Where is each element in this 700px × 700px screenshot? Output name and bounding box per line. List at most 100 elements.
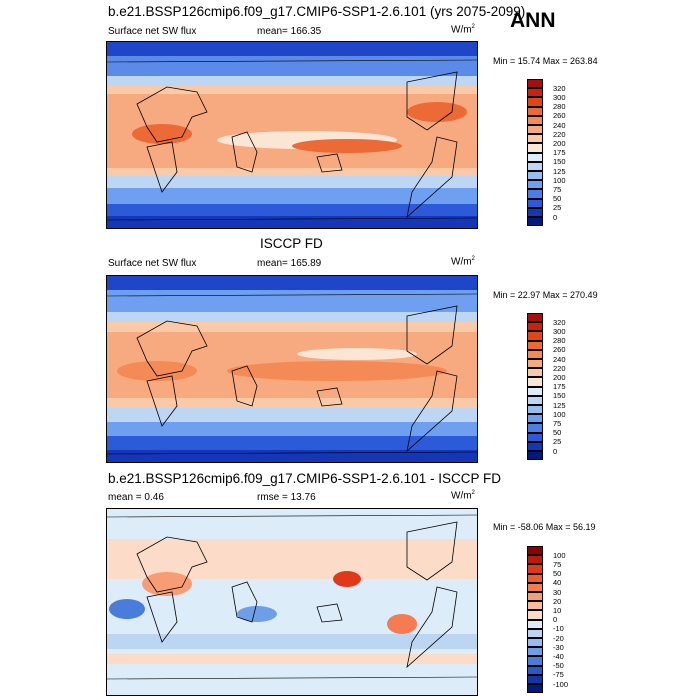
panel2-map <box>106 275 478 463</box>
colorbar-swatch <box>527 674 543 684</box>
colorbar-tick-label: 25 <box>553 437 562 447</box>
colorbar-tick-label: 50 <box>553 428 562 438</box>
panel2-mean-label: mean= 165.89 <box>257 258 322 269</box>
colorbar-tick-label: 240 <box>553 120 566 130</box>
colorbar-swatch <box>527 451 543 461</box>
colorbar-tick-label: 220 <box>553 363 566 373</box>
colorbar-tick-label: 20 <box>553 596 562 606</box>
colorbar-tick-label: 75 <box>553 418 562 428</box>
colorbar-tick-label: -30 <box>553 642 564 652</box>
colorbar-tick-label: 30 <box>553 587 562 597</box>
colorbar-swatch <box>527 198 543 208</box>
colorbar-tick-label: -20 <box>553 633 564 643</box>
colorbar-tick-label: 100 <box>553 550 566 560</box>
colorbar-swatch <box>527 313 543 323</box>
colorbar-swatch <box>527 161 543 171</box>
colorbar-swatch <box>527 423 543 433</box>
colorbar-tick-label: 25 <box>553 203 562 213</box>
colorbar-swatch <box>527 171 543 181</box>
colorbar-swatch <box>527 441 543 451</box>
colorbar-tick-label: 300 <box>553 326 566 336</box>
colorbar-swatch <box>527 79 543 89</box>
colorbar-tick-label: 50 <box>553 194 562 204</box>
colorbar-tick-label: 10 <box>553 605 562 615</box>
colorbar-tick-label: 220 <box>553 129 566 139</box>
colorbar-swatch <box>527 106 543 116</box>
colorbar-swatch <box>527 134 543 144</box>
panel3-unit-label: W/m2 <box>451 490 475 502</box>
colorbar-swatch <box>527 322 543 332</box>
colorbar-swatch <box>527 405 543 415</box>
colorbar-tick-label: 260 <box>553 111 566 121</box>
colorbar-swatch <box>527 207 543 217</box>
colorbar-swatch <box>527 638 543 648</box>
colorbar-tick-label: 260 <box>553 345 566 355</box>
colorbar-tick-label: 150 <box>553 391 566 401</box>
panel1-unit-label: W/m2 <box>451 24 475 36</box>
panel3-title: b.e21.BSSP126cmip6.f09_g17.CMIP6-SSP1-2.… <box>108 471 501 486</box>
colorbar-swatch <box>527 377 543 387</box>
colorbar-swatch <box>527 189 543 199</box>
colorbar-swatch <box>527 546 543 556</box>
colorbar-swatch <box>527 665 543 675</box>
colorbar-tick-label: 125 <box>553 400 566 410</box>
colorbar-tick-label: 150 <box>553 157 566 167</box>
colorbar-swatch <box>527 647 543 657</box>
colorbar-tick-label: 100 <box>553 409 566 419</box>
colorbar-swatch <box>527 582 543 592</box>
colorbar-tick-label: 125 <box>553 166 566 176</box>
colorbar-tick-label: 200 <box>553 372 566 382</box>
colorbar-swatch <box>527 432 543 442</box>
colorbar-swatch <box>527 180 543 190</box>
colorbar-tick-label: 50 <box>553 569 562 579</box>
colorbar-swatch <box>527 684 543 694</box>
colorbar-swatch <box>527 610 543 620</box>
colorbar-swatch <box>527 592 543 602</box>
colorbar-swatch <box>527 97 543 107</box>
colorbar-swatch <box>527 349 543 359</box>
colorbar-tick-label: -40 <box>553 651 564 661</box>
panel1-minmax: Min = 15.74 Max = 263.84 <box>493 56 598 66</box>
colorbar-tick-label: 200 <box>553 138 566 148</box>
panel2-minmax: Min = 22.97 Max = 270.49 <box>493 290 598 300</box>
colorbar-tick-label: -50 <box>553 661 564 671</box>
panel1-variable-label: Surface net SW flux <box>108 26 197 37</box>
panel2-variable-label: Surface net SW flux <box>108 258 197 269</box>
colorbar-swatch <box>527 386 543 396</box>
colorbar-tick-label: 0 <box>553 446 558 456</box>
colorbar-swatch <box>527 125 543 135</box>
colorbar-tick-label: 40 <box>553 578 562 588</box>
colorbar-swatch <box>527 564 543 574</box>
panel1-title: b.e21.BSSP126cmip6.f09_g17.CMIP6-SSP1-2.… <box>108 4 526 19</box>
colorbar-tick-label: 300 <box>553 92 566 102</box>
colorbar-tick-label: 75 <box>553 184 562 194</box>
colorbar-swatch <box>527 217 543 227</box>
colorbar-swatch <box>527 143 543 153</box>
panel1-mean-label: mean= 166.35 <box>257 26 322 37</box>
colorbar-swatch <box>527 395 543 405</box>
panel2-unit-label: W/m2 <box>451 256 475 268</box>
colorbar-tick-label: 320 <box>553 83 566 93</box>
colorbar-swatch <box>527 619 543 629</box>
colorbar-swatch <box>527 656 543 666</box>
colorbar-swatch <box>527 555 543 565</box>
colorbar-swatch <box>527 573 543 583</box>
colorbar-swatch <box>527 628 543 638</box>
panel3-map <box>106 508 478 696</box>
colorbar-tick-label: 175 <box>553 148 566 158</box>
colorbar-swatch <box>527 414 543 424</box>
colorbar-tick-label: 0 <box>553 212 558 222</box>
panel3-rmse-label: rmse = 13.76 <box>257 492 316 503</box>
panel2-title: ISCCP FD <box>260 236 323 251</box>
panel3-minmax: Min = -58.06 Max = 56.19 <box>493 522 596 532</box>
colorbar-tick-label: 100 <box>553 175 566 185</box>
colorbar-swatch <box>527 601 543 611</box>
colorbar-swatch <box>527 115 543 125</box>
colorbar-tick-label: 0 <box>553 615 558 625</box>
colorbar-tick-label: 240 <box>553 354 566 364</box>
colorbar-tick-label: 75 <box>553 559 562 569</box>
colorbar-swatch <box>527 359 543 369</box>
colorbar-tick-label: 320 <box>553 317 566 327</box>
panel1-map <box>106 41 478 229</box>
season-label: ANN <box>510 9 556 32</box>
